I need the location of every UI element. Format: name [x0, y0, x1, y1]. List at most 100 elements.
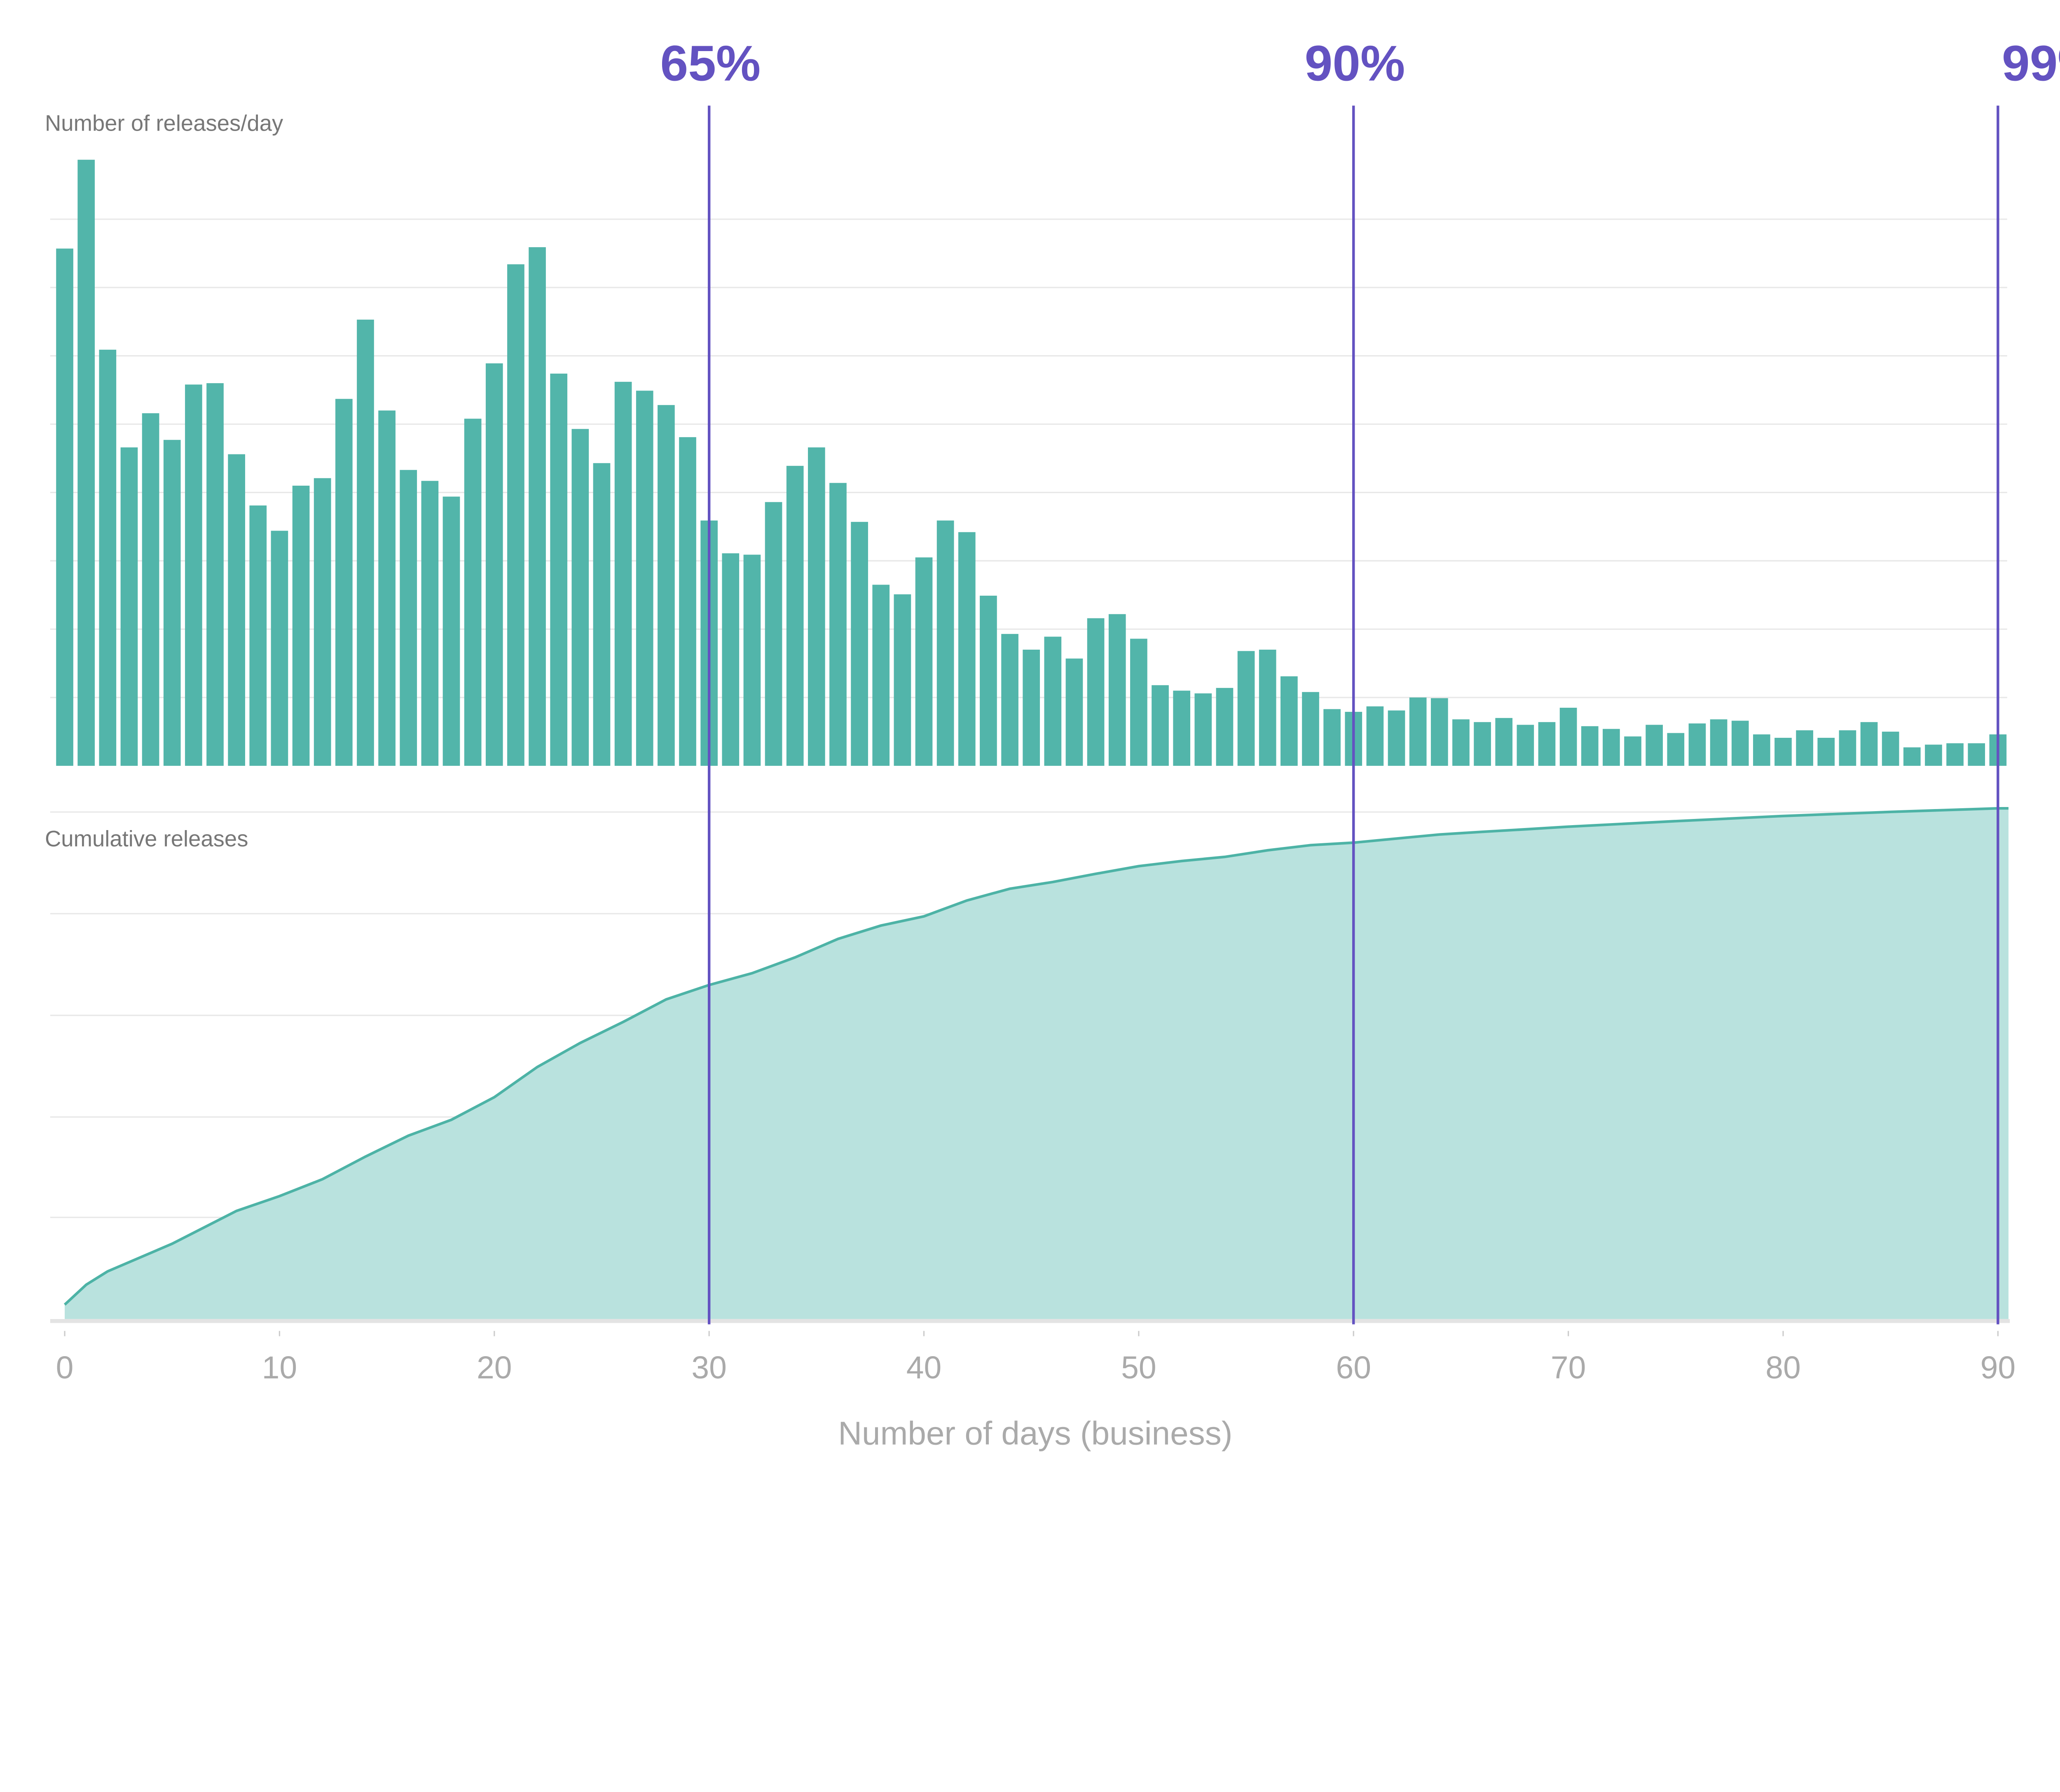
- bar: [1646, 725, 1663, 766]
- x-tick-label: 60: [1336, 1350, 1371, 1385]
- bar: [99, 349, 117, 766]
- bar: [958, 532, 976, 766]
- bar: [485, 363, 503, 766]
- bar: [228, 454, 245, 766]
- bar: [1108, 614, 1126, 766]
- bar: [1495, 718, 1513, 766]
- bar: [1710, 719, 1728, 766]
- bar: [829, 483, 847, 766]
- bar: [421, 481, 439, 766]
- bar: [1087, 618, 1105, 766]
- bar: [1001, 634, 1018, 766]
- bar: [1409, 697, 1427, 766]
- x-tick-label: 90: [1980, 1350, 2016, 1385]
- marker-label: 65%: [660, 35, 761, 91]
- bar: [120, 447, 138, 766]
- bar: [271, 531, 288, 766]
- x-tick-label: 70: [1551, 1350, 1586, 1385]
- bar: [915, 557, 933, 766]
- bar: [980, 595, 997, 766]
- bar: [1044, 636, 1062, 766]
- bar: [1817, 737, 1835, 766]
- bar: [1667, 733, 1685, 766]
- bar: [593, 463, 611, 766]
- bar: [1774, 737, 1792, 766]
- bar: [936, 520, 954, 766]
- bar: [571, 429, 589, 766]
- bar: [464, 419, 482, 766]
- bar: [206, 383, 224, 766]
- bar: [1839, 730, 1856, 766]
- x-tick-label: 80: [1765, 1350, 1801, 1385]
- bar: [1302, 692, 1319, 766]
- bar: [249, 505, 267, 766]
- bar: [529, 247, 546, 766]
- bar: [851, 522, 868, 766]
- bar: [1860, 722, 1878, 766]
- bar: [1603, 729, 1620, 766]
- cumulative-line: [63, 807, 2008, 1306]
- bar: [1753, 734, 1770, 766]
- bar: [1968, 743, 1985, 766]
- bar: [314, 478, 331, 766]
- bar: [357, 319, 374, 766]
- x-tick-label: 50: [1121, 1350, 1156, 1385]
- bar: [786, 466, 804, 766]
- bar: [1796, 730, 1813, 766]
- x-axis-ticks: 0 10 20 30 40 50 60 70 80 90: [56, 1331, 2016, 1385]
- bar: [163, 440, 181, 766]
- bar: [1581, 726, 1599, 766]
- bar: [1366, 706, 1384, 766]
- area-panel-title: Cumulative releases: [45, 826, 248, 851]
- bar: [1216, 688, 1234, 766]
- percentile-markers: 65% 90% 99%: [660, 35, 2060, 1324]
- bar: [722, 553, 740, 766]
- bar: [1388, 710, 1405, 766]
- bar: [1882, 732, 1899, 766]
- bar: [1731, 721, 1749, 766]
- bar-panel-title: Number of releases/day: [45, 110, 283, 136]
- bar: [1130, 639, 1147, 766]
- bar: [1023, 649, 1040, 766]
- bar: [1925, 744, 1942, 766]
- bar: [442, 496, 460, 766]
- bar: [292, 485, 310, 766]
- bar: [679, 437, 696, 766]
- bar: [378, 410, 396, 766]
- bar: [1624, 736, 1641, 766]
- bar: [185, 384, 202, 766]
- bar: [56, 248, 73, 766]
- bar: [658, 405, 675, 766]
- bar: [77, 159, 95, 766]
- bar: [808, 447, 825, 766]
- bar: [507, 264, 524, 766]
- bar: [1065, 658, 1083, 766]
- x-tick-label: 0: [56, 1350, 74, 1385]
- x-axis-title: Number of days (business): [838, 1414, 1232, 1451]
- bar: [400, 470, 417, 766]
- bar: [1237, 651, 1255, 766]
- bar: [636, 391, 653, 766]
- x-tick-label: 10: [262, 1350, 297, 1385]
- bar: [1430, 698, 1448, 766]
- bar: [1152, 685, 1169, 766]
- marker-label: 99%: [2002, 35, 2060, 91]
- bar: [1474, 722, 1491, 766]
- bar: [142, 413, 159, 766]
- bar: [1280, 676, 1298, 766]
- x-axis-baseline: [50, 1319, 2010, 1323]
- bar: [1517, 725, 1534, 766]
- releases-chart: 65% 90% 99% Number of releases/day Cumulat…: [45, 35, 2060, 1452]
- x-tick-label: 20: [477, 1350, 512, 1385]
- bar: [765, 502, 782, 766]
- bar: [614, 381, 632, 766]
- bar: [1259, 649, 1276, 766]
- bar: [1452, 719, 1470, 766]
- cumulative-area: [65, 808, 2008, 1319]
- bar: [1323, 709, 1341, 766]
- bar: [335, 399, 353, 766]
- bar: [1538, 722, 1556, 766]
- x-tick-label: 30: [691, 1350, 727, 1385]
- bar-series: [56, 159, 2007, 766]
- x-tick-label: 40: [906, 1350, 942, 1385]
